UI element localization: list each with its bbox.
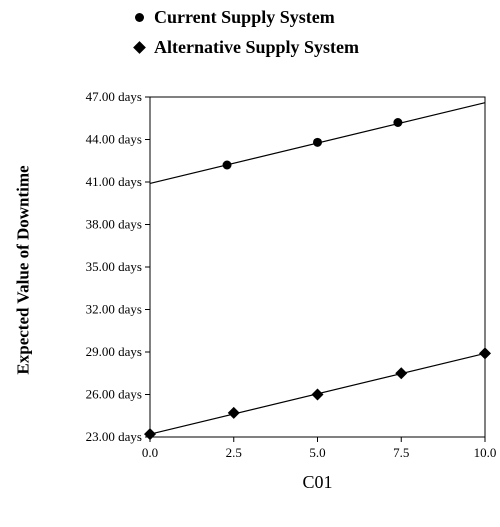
legend-item-current: Current Supply System — [130, 2, 450, 32]
data-point-diamond — [144, 428, 156, 441]
legend-item-alternative: Alternative Supply System — [130, 32, 450, 62]
legend-label-alternative: Alternative Supply System — [154, 36, 360, 57]
legend: Current Supply System Alternative Supply… — [130, 2, 450, 62]
y-tick-label: 32.00 days — [86, 302, 142, 317]
y-tick-label: 35.00 days — [86, 259, 142, 274]
series-current — [149, 102, 486, 184]
y-tick-label: 23.00 days — [86, 429, 142, 444]
y-tick-label: 44.00 days — [86, 132, 142, 147]
x-tick-label: 0.0 — [142, 445, 158, 460]
data-point-diamond — [479, 347, 491, 360]
data-point-diamond — [395, 367, 408, 380]
x-tick-label: 10.0 — [474, 445, 497, 460]
y-tick-label: 41.00 days — [86, 174, 142, 189]
y-tick-label: 29.00 days — [86, 344, 142, 359]
legend-label-current: Current Supply System — [154, 6, 335, 27]
data-point-circle — [313, 137, 322, 147]
x-axis-label: C01 — [302, 472, 333, 492]
series-layer — [144, 102, 491, 441]
y-tick-label: 26.00 days — [86, 387, 142, 402]
y-tick-label: 47.00 days — [86, 89, 142, 104]
x-tick-label: 2.5 — [226, 445, 242, 460]
y-tick-label: 38.00 days — [86, 217, 142, 232]
axes — [149, 96, 486, 438]
series-alternative — [144, 347, 491, 441]
x-ticks: 0.0 2.5 5.0 7.5 10.0 — [142, 437, 497, 460]
data-point-diamond — [227, 406, 240, 419]
circle-marker-icon — [130, 12, 148, 22]
data-point-diamond — [311, 388, 324, 401]
plot-frame — [149, 96, 486, 438]
y-ticks: 23.00 days 26.00 days 29.00 days 32.00 days… — [86, 89, 150, 444]
data-point-circle — [222, 160, 232, 170]
x-tick-label: 5.0 — [309, 445, 325, 460]
x-tick-label: 7.5 — [393, 445, 409, 460]
data-point-circle — [393, 118, 403, 127]
